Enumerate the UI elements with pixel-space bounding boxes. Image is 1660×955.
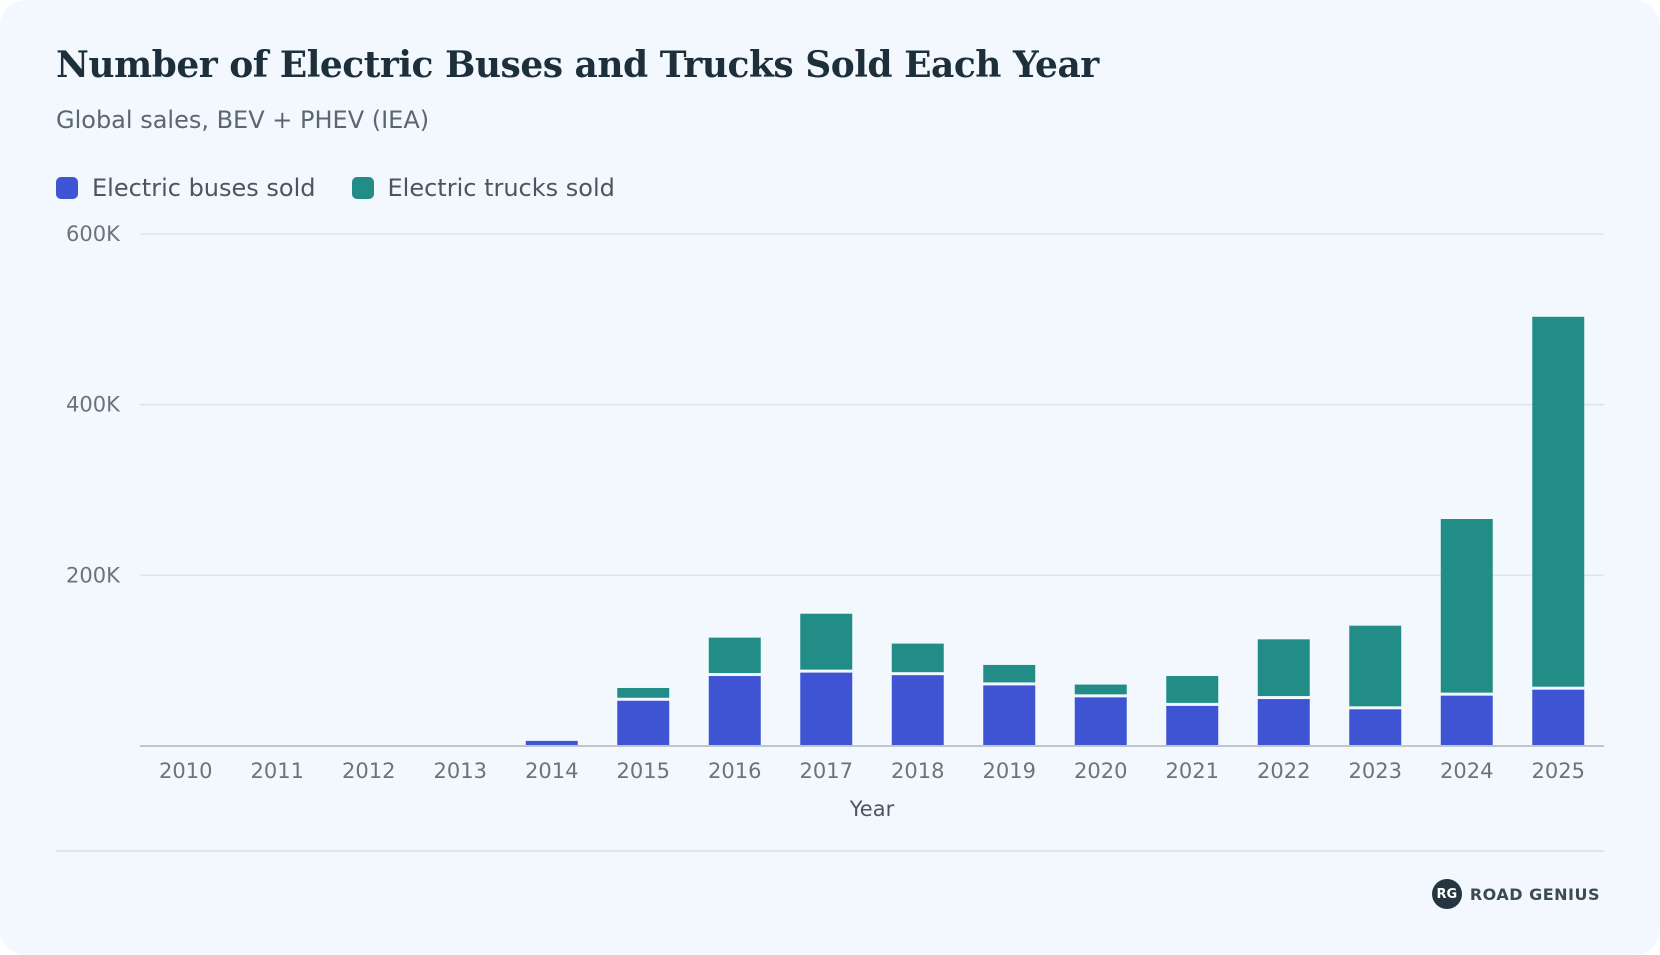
y-tick-label: 400K	[66, 393, 121, 417]
legend-item-buses: Electric buses sold	[56, 174, 316, 202]
bar-buses-2014	[525, 740, 578, 745]
x-tick-label: 2011	[251, 759, 304, 783]
bar-buses-2025	[1532, 689, 1585, 745]
x-tick-label: 2019	[983, 759, 1036, 783]
x-tick-label: 2016	[708, 759, 761, 783]
y-axis-ticks: 200K 400K 600K	[66, 222, 121, 587]
chart-subtitle: Global sales, BEV + PHEV (IEA)	[56, 106, 430, 134]
x-tick-label: 2018	[891, 759, 944, 783]
bar-buses-2023	[1349, 709, 1402, 745]
bar-buses-2017	[800, 672, 853, 745]
bar-trucks-2017	[800, 613, 853, 670]
bar-trucks-2018	[891, 643, 944, 673]
x-tick-label: 2014	[525, 759, 578, 783]
x-tick-label: 2017	[800, 759, 853, 783]
bar-trucks-2016	[708, 637, 761, 674]
x-tick-label: 2021	[1166, 759, 1219, 783]
chart-title: Number of Electric Buses and Trucks Sold…	[56, 44, 1099, 86]
footer-divider	[56, 850, 1604, 852]
bar-trucks-2019	[983, 664, 1036, 683]
bar-buses-2022	[1257, 699, 1310, 745]
x-tick-label: 2013	[434, 759, 487, 783]
legend-label-buses: Electric buses sold	[92, 174, 316, 202]
bar-buses-2015	[617, 700, 670, 745]
x-tick-label: 2025	[1532, 759, 1585, 783]
x-tick-label: 2024	[1440, 759, 1493, 783]
bar-buses-2021	[1166, 705, 1219, 745]
legend-item-trucks: Electric trucks sold	[351, 174, 615, 202]
bar-buses-2018	[891, 675, 944, 745]
bar-buses-2016	[708, 676, 761, 745]
brand-badge-icon: RG	[1431, 879, 1462, 909]
bar-trucks-2024	[1440, 519, 1493, 693]
legend-swatch-trucks	[351, 177, 374, 199]
legend-label-trucks: Electric trucks sold	[387, 174, 615, 202]
x-tick-label: 2012	[342, 759, 395, 783]
x-tick-label: 2023	[1349, 759, 1402, 783]
x-axis-ticks: 2010 2011 2012 2013 2014 2015 2016 2017 2018 2019…	[159, 759, 1585, 783]
grid-lines	[140, 233, 1604, 577]
bars	[525, 316, 1585, 745]
brand-logo: RG ROAD GENIUS	[1431, 879, 1600, 909]
bar-trucks-2021	[1166, 676, 1219, 703]
bar-trucks-2025	[1532, 316, 1585, 687]
x-axis-label: Year	[849, 797, 895, 821]
y-tick-label: 200K	[66, 563, 121, 587]
x-tick-label: 2022	[1257, 759, 1310, 783]
y-tick-label: 600K	[66, 222, 121, 246]
bar-trucks-2015	[617, 687, 670, 698]
bar-buses-2024	[1440, 695, 1493, 745]
bar-trucks-2023	[1349, 625, 1402, 707]
bar-buses-2020	[1074, 697, 1127, 745]
x-tick-label: 2020	[1074, 759, 1127, 783]
brand-name: ROAD GENIUS	[1469, 884, 1600, 904]
bar-buses-2019	[983, 685, 1036, 745]
legend-swatch-buses	[56, 177, 78, 199]
x-tick-label: 2010	[159, 759, 212, 783]
x-tick-label: 2015	[617, 759, 670, 783]
bar-trucks-2022	[1257, 639, 1310, 697]
legend: Electric buses sold Electric trucks sold	[56, 174, 651, 202]
bar-trucks-2020	[1074, 684, 1127, 695]
